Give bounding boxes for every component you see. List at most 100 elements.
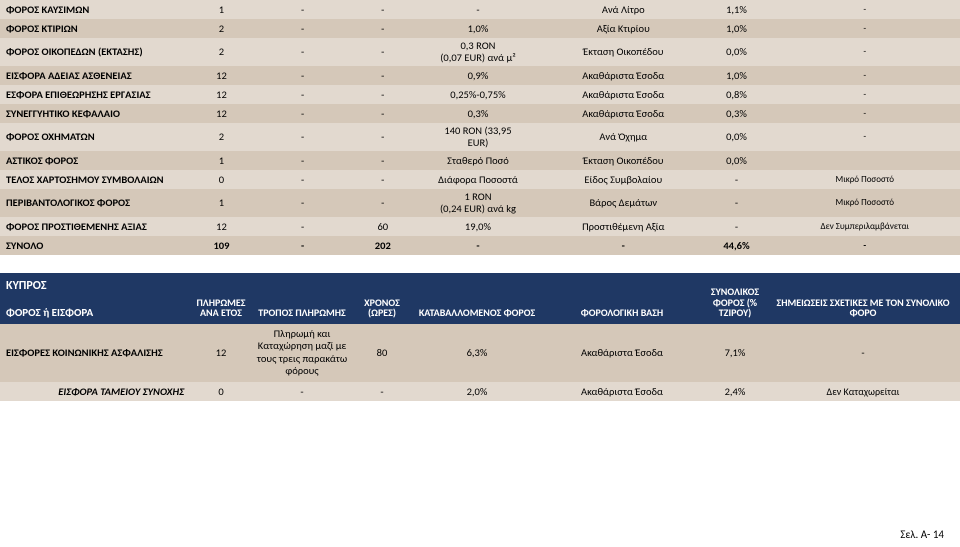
- cell-c2: -: [253, 19, 353, 38]
- col-h2: ΤΡΟΠΟΣ ΠΛΗΡΩΜΗΣ: [252, 306, 352, 321]
- cell-c0: ΠΕΡΙΒΑΝΤΟΛΟΓΙΚΟΣ ΦΟΡΟΣ: [0, 189, 190, 217]
- social-c2: Πληρωμή και Καταχώρηση μαζί με τους τρει…: [252, 326, 352, 378]
- tax-table-top: ΦΟΡΟΣ ΚΑΥΣΙΜΩΝ1---Ανά Λίτρο1,1%-ΦΟΡΟΣ ΚΤ…: [0, 0, 960, 255]
- cell-c1: 0: [190, 170, 252, 189]
- cell-c5: Ανά Όχημα: [543, 123, 703, 151]
- col-h3: ΧΡΟΝΟΣ (ΩΡΕΣ): [352, 296, 412, 321]
- cell-c2: -: [253, 38, 353, 66]
- social-insurance-row: ΕΙΣΦΟΡΕΣ ΚΟΙΝΩΝΙΚΗΣ ΑΣΦΑΛΙΣΗΣ 12 Πληρωμή…: [0, 324, 960, 382]
- total-c7: -: [770, 236, 960, 255]
- cell-c4: -: [413, 0, 543, 19]
- cell-c7: -: [770, 85, 960, 104]
- cell-c0: ΣΥΝΕΓΓΥΗΤΙΚΟ ΚΕΦΑΛΑΙΟ: [0, 104, 190, 123]
- cell-c0: ΦΟΡΟΣ ΟΙΚΟΠΕΔΩΝ (ΕΚΤΑΣΗΣ): [0, 38, 190, 66]
- sub-c4: 2,0%: [412, 383, 542, 400]
- total-c6: 44,6%: [703, 236, 769, 255]
- cell-c6: -: [703, 170, 769, 189]
- cell-c2: -: [253, 66, 353, 85]
- total-c4: -: [413, 236, 543, 255]
- cell-c4: 0,3%: [413, 104, 543, 123]
- social-c6: 7,1%: [702, 344, 768, 361]
- cell-c6: 1,1%: [703, 0, 769, 19]
- cell-c7: -: [770, 0, 960, 19]
- cell-c7: -: [770, 19, 960, 38]
- page-footer: Σελ. Α- 14: [900, 528, 944, 541]
- total-row: ΣΥΝΟΛΟ 109 - 202 - - 44,6% -: [0, 236, 960, 255]
- table-row: ΑΣΤΙΚΟΣ ΦΟΡΟΣ1--Σταθερό ΠοσόΈκταση Οικοπ…: [0, 151, 960, 170]
- table-row: ΦΟΡΟΣ ΟΧΗΜΑΤΩΝ2--140 RON (33,95EUR)Ανά Ό…: [0, 123, 960, 151]
- cell-c7: [770, 151, 960, 170]
- total-c1: 109: [190, 236, 252, 255]
- cell-c7: Μικρό Ποσοστό: [770, 189, 960, 217]
- cell-c2: -: [253, 85, 353, 104]
- cell-c1: 12: [190, 66, 252, 85]
- cell-c1: 1: [190, 0, 252, 19]
- table-row: ΦΟΡΟΣ ΠΡΟΣΤΙΘΕΜΕΝΗΣ ΑΞΙΑΣ12-6019,0%Προστ…: [0, 217, 960, 236]
- cell-c7: -: [770, 123, 960, 151]
- col-h1: ΠΛΗΡΩΜΕΣ ΑΝΑ ΕΤΟΣ: [190, 296, 252, 321]
- cell-c1: 1: [190, 151, 252, 170]
- cell-c5: Ακαθάριστα Έσοδα: [543, 104, 703, 123]
- sub-c3: -: [352, 383, 412, 400]
- col-h0: ΦΟΡΟΣ ή ΕΙΣΦΟΡΑ: [6, 307, 186, 319]
- cell-c6: 0,0%: [703, 38, 769, 66]
- cell-c7: -: [770, 66, 960, 85]
- cell-c6: 0,3%: [703, 104, 769, 123]
- table-row: ΠΕΡΙΒΑΝΤΟΛΟΓΙΚΟΣ ΦΟΡΟΣ1--1 RON(0,24 EUR)…: [0, 189, 960, 217]
- cell-c1: 12: [190, 85, 252, 104]
- cell-c0: ΤΕΛΟΣ ΧΑΡΤΟΣΗΜΟΥ ΣΥΜΒΟΛΑΙΩΝ: [0, 170, 190, 189]
- cell-c6: -: [703, 217, 769, 236]
- cell-c1: 1: [190, 189, 252, 217]
- cell-c5: Ακαθάριστα Έσοδα: [543, 85, 703, 104]
- country-label: ΚΥΠΡΟΣ: [6, 280, 186, 293]
- cell-c2: -: [253, 104, 353, 123]
- cell-c2: -: [253, 170, 353, 189]
- cell-c3: -: [353, 0, 413, 19]
- social-c1: 12: [190, 344, 252, 361]
- table-row: ΕΙΣΦΟΡΑ ΑΔΕΙΑΣ ΑΣΘΕΝΕΙΑΣ12--0,9%Ακαθάρισ…: [0, 66, 960, 85]
- cell-c2: -: [253, 217, 353, 236]
- cell-c0: ΕΙΣΦΟΡΑ ΑΔΕΙΑΣ ΑΣΘΕΝΕΙΑΣ: [0, 66, 190, 85]
- sub-c7: Δεν Καταχωρείται: [768, 383, 958, 400]
- cell-c4: Διάφορα Ποσοστά: [413, 170, 543, 189]
- cell-c5: Έκταση Οικοπέδου: [543, 151, 703, 170]
- cohesion-fund-row: ΕΙΣΦΟΡΑ ΤΑΜΕΙΟΥ ΣΥΝΟΧΗΣ 0 - - 2,0% Ακαθά…: [0, 382, 960, 401]
- social-label: ΕΙΣΦΟΡΕΣ ΚΟΙΝΩΝΙΚΗΣ ΑΣΦΑΛΙΣΗΣ: [0, 344, 190, 361]
- social-c4: 6,3%: [412, 344, 542, 361]
- cell-c5: Ανά Λίτρο: [543, 0, 703, 19]
- cell-c3: -: [353, 38, 413, 66]
- cell-c2: -: [253, 0, 353, 19]
- cell-c4: Σταθερό Ποσό: [413, 151, 543, 170]
- col-h4: ΚΑΤΑΒΑΛΛΟΜΕΝΟΣ ΦΟΡΟΣ: [412, 306, 542, 321]
- cell-c2: -: [253, 151, 353, 170]
- cell-c0: ΦΟΡΟΣ ΚΤΙΡΙΩΝ: [0, 19, 190, 38]
- cell-c2: -: [253, 189, 353, 217]
- cell-c0: ΕΣΦΟΡΑ ΕΠΙΘΕΩΡΗΣΗΣ ΕΡΓΑΣΙΑΣ: [0, 85, 190, 104]
- sub-c5: Ακαθάριστα Έσοδα: [542, 383, 702, 400]
- cell-c4: 0,25%-0,75%: [413, 85, 543, 104]
- cell-c6: 1,0%: [703, 19, 769, 38]
- social-c5: Ακαθάριστα Έσοδα: [542, 344, 702, 361]
- cell-c1: 12: [190, 217, 252, 236]
- cell-c3: -: [353, 66, 413, 85]
- cell-c0: ΦΟΡΟΣ ΠΡΟΣΤΙΘΕΜΕΝΗΣ ΑΞΙΑΣ: [0, 217, 190, 236]
- cell-c5: Βάρος Δεμάτων: [543, 189, 703, 217]
- cell-c3: -: [353, 19, 413, 38]
- cell-c7: -: [770, 104, 960, 123]
- cell-c7: -: [770, 38, 960, 66]
- total-c2: -: [253, 236, 353, 255]
- section-header-cyprus: ΚΥΠΡΟΣ ΦΟΡΟΣ ή ΕΙΣΦΟΡΑ ΠΛΗΡΩΜΕΣ ΑΝΑ ΕΤΟΣ…: [0, 273, 960, 323]
- cell-c6: 0,0%: [703, 151, 769, 170]
- table-row: ΕΣΦΟΡΑ ΕΠΙΘΕΩΡΗΣΗΣ ΕΡΓΑΣΙΑΣ12--0,25%-0,7…: [0, 85, 960, 104]
- cell-c1: 2: [190, 38, 252, 66]
- cell-c3: -: [353, 85, 413, 104]
- sub-c1: 0: [190, 383, 252, 400]
- total-c5: -: [543, 236, 703, 255]
- col-h7: ΣΗΜΕΙΩΣΕΙΣ ΣΧΕΤΙΚΕΣ ΜΕ ΤΟΝ ΣΥΝΟΛΙΚΟ ΦΟΡΟ: [768, 296, 958, 321]
- cell-c4: 140 RON (33,95EUR): [413, 123, 543, 151]
- cell-c6: -: [703, 189, 769, 217]
- table-row: ΦΟΡΟΣ ΚΑΥΣΙΜΩΝ1---Ανά Λίτρο1,1%-: [0, 0, 960, 19]
- table-row: ΤΕΛΟΣ ΧΑΡΤΟΣΗΜΟΥ ΣΥΜΒΟΛΑΙΩΝ0--Διάφορα Πο…: [0, 170, 960, 189]
- cell-c5: Έκταση Οικοπέδου: [543, 38, 703, 66]
- cell-c0: ΦΟΡΟΣ ΟΧΗΜΑΤΩΝ: [0, 123, 190, 151]
